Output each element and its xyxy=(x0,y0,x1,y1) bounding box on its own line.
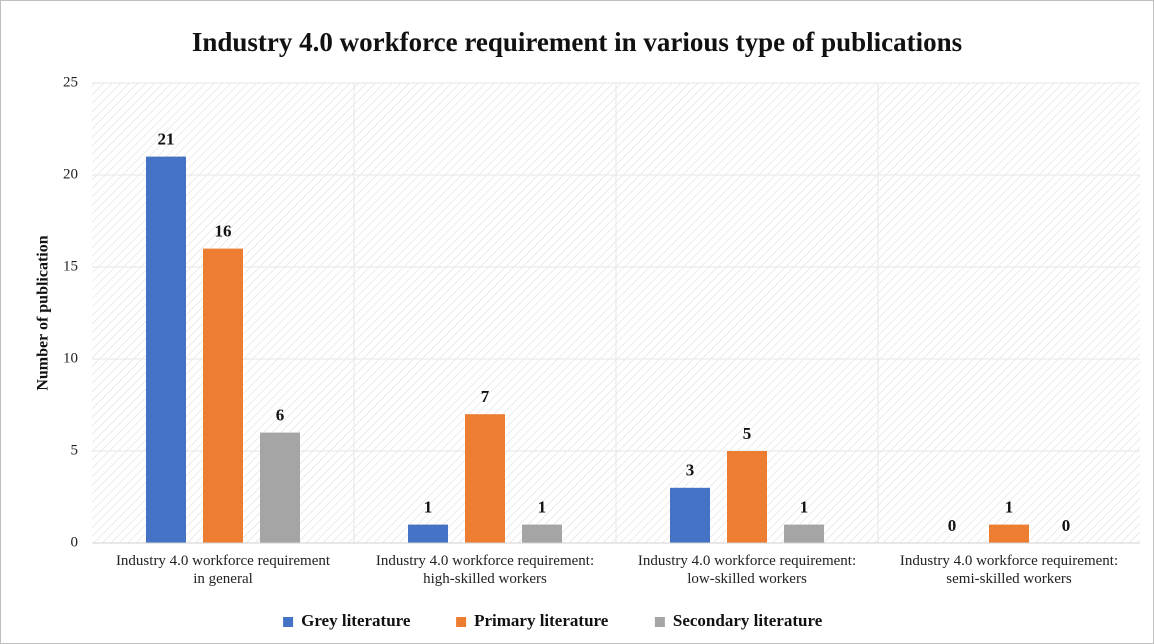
legend-swatch xyxy=(654,617,665,627)
y-tick-label: 20 xyxy=(63,166,78,182)
y-axis-label: Number of publication xyxy=(35,235,52,390)
data-label: 7 xyxy=(481,387,490,406)
data-label: 0 xyxy=(948,516,957,535)
data-label: 3 xyxy=(686,461,695,480)
data-label: 1 xyxy=(800,498,809,517)
y-tick-label: 5 xyxy=(71,442,79,458)
x-tick-label: Industry 4.0 workforce requirement in ge… xyxy=(115,553,331,587)
y-tick-label: 10 xyxy=(63,350,78,366)
legend-label: Primary literature xyxy=(474,611,609,630)
legend-label: Secondary literature xyxy=(673,611,823,630)
y-tick-label: 15 xyxy=(63,258,78,274)
x-tick-label: Industry 4.0 workforce requirement: semi… xyxy=(899,553,1119,587)
legend-swatch xyxy=(283,617,294,627)
bar xyxy=(408,524,448,543)
y-tick-label: 0 xyxy=(71,534,79,550)
bar xyxy=(522,524,562,543)
y-tick-label: 25 xyxy=(63,74,78,90)
data-label: 1 xyxy=(424,498,433,517)
bar xyxy=(465,414,505,543)
legend-swatch xyxy=(456,617,467,627)
bar xyxy=(260,432,300,543)
bar xyxy=(146,156,186,543)
bar xyxy=(727,451,767,543)
bar xyxy=(989,524,1029,543)
data-label: 1 xyxy=(1005,498,1014,517)
bar xyxy=(203,248,243,543)
data-label: 21 xyxy=(158,130,175,149)
x-tick-label: Industry 4.0 workforce requirement: low-… xyxy=(637,553,857,587)
data-label: 6 xyxy=(276,406,285,425)
x-tick-label: Industry 4.0 workforce requirement: high… xyxy=(375,553,595,587)
data-label: 16 xyxy=(215,222,232,241)
data-label: 5 xyxy=(743,424,752,443)
bar xyxy=(670,487,710,543)
legend-label: Grey literature xyxy=(301,611,411,630)
data-label: 0 xyxy=(1062,516,1071,535)
chart-title: Industry 4.0 workforce requirement in va… xyxy=(192,27,962,57)
data-label: 1 xyxy=(538,498,547,517)
bar xyxy=(784,524,824,543)
